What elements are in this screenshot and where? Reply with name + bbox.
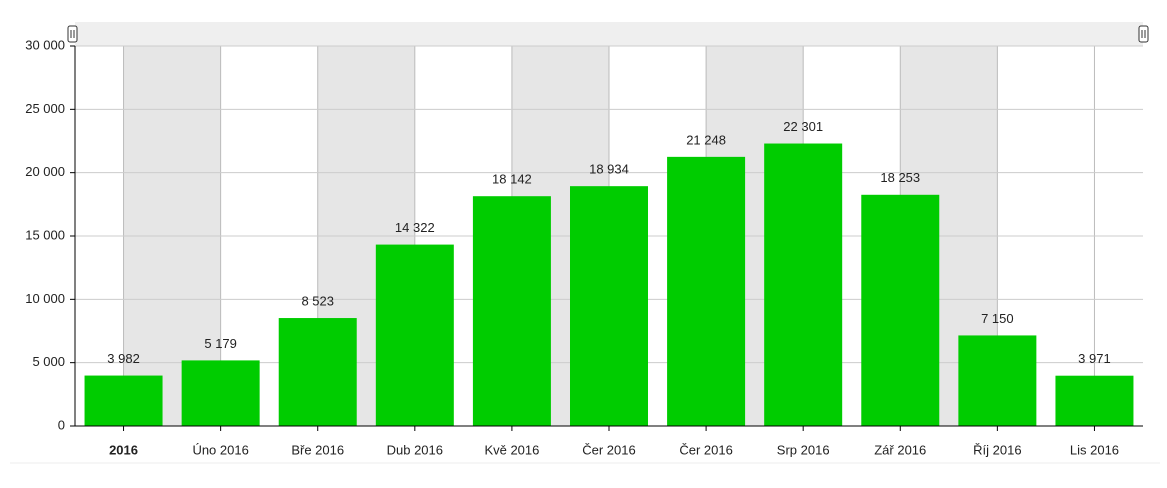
value-label: 8 523 (301, 293, 334, 308)
bar (667, 156, 746, 426)
x-tick-label: Zář 2016 (874, 442, 926, 457)
value-label: 3 971 (1078, 351, 1111, 366)
y-tick-label: 30 000 (25, 37, 65, 52)
x-tick-label: Čer 2016 (582, 442, 635, 457)
value-label: 21 248 (686, 132, 726, 147)
bar (375, 244, 454, 426)
bar (181, 360, 260, 426)
y-tick-label: 5 000 (32, 354, 65, 369)
scrollbar[interactable] (75, 22, 1143, 46)
x-tick-label: Bře 2016 (291, 442, 344, 457)
bar (764, 143, 843, 426)
value-label: 18 934 (589, 162, 629, 177)
scrollbar-handle-right[interactable] (1138, 25, 1149, 43)
x-tick-label: Úno 2016 (192, 442, 248, 457)
y-tick-label: 15 000 (25, 227, 65, 242)
scrollbar-handle-left[interactable] (67, 25, 78, 43)
bar (1055, 375, 1134, 426)
x-tick-label: Kvě 2016 (484, 442, 539, 457)
x-tick-label: Říj 2016 (973, 442, 1021, 457)
bar (861, 194, 940, 426)
bar (958, 335, 1037, 426)
value-label: 5 179 (204, 336, 237, 351)
value-label: 14 322 (395, 220, 435, 235)
y-tick-label: 10 000 (25, 291, 65, 306)
y-tick-label: 20 000 (25, 164, 65, 179)
value-label: 3 982 (107, 351, 140, 366)
bar (84, 375, 163, 426)
x-tick-label: Srp 2016 (777, 442, 830, 457)
value-label: 18 253 (880, 170, 920, 185)
value-label: 18 142 (492, 172, 532, 187)
y-tick-label: 25 000 (25, 101, 65, 116)
y-tick-label: 0 (58, 417, 65, 432)
x-tick-label: Lis 2016 (1070, 442, 1119, 457)
x-tick-label: Čer 2016 (679, 442, 732, 457)
value-label: 22 301 (783, 119, 823, 134)
bar (570, 186, 648, 426)
bar (278, 318, 357, 426)
x-tick-label: Dub 2016 (387, 442, 443, 457)
value-label: 7 150 (981, 311, 1014, 326)
bar (472, 196, 551, 426)
x-tick-label: 2016 (109, 442, 138, 457)
